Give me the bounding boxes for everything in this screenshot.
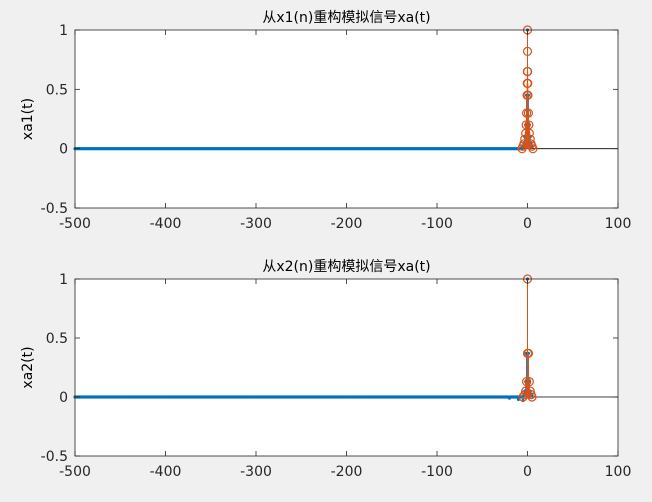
sample-marker — [522, 46, 533, 56]
sample-marker — [523, 90, 533, 100]
x-tick-label: 100 — [605, 464, 632, 480]
x-tick-label: -400 — [150, 464, 182, 480]
y-tick-label: -0.5 — [41, 449, 68, 465]
sample-marker — [527, 392, 537, 402]
x-tick-label: -100 — [421, 464, 453, 480]
y-tick-label: 1 — [59, 272, 68, 288]
chart-title: 从x1(n)重构模拟信号xa(t) — [262, 10, 430, 26]
x-tick-label: -500 — [59, 216, 91, 232]
x-tick-label: -200 — [331, 216, 363, 232]
sample-marker — [528, 144, 538, 154]
x-tick-label: -500 — [59, 464, 91, 480]
sample-marker — [523, 78, 533, 89]
sample-marker — [524, 377, 534, 387]
x-tick-label: -200 — [331, 464, 363, 480]
axes-1: -500 -400 -300 -200 -100 0 100 -0.5 0 0.5 1 从x1(n)重… — [20, 10, 631, 232]
sample-marker — [524, 128, 534, 138]
sample-marker — [518, 392, 528, 402]
sample-series — [517, 25, 538, 154]
x-tick-label: 100 — [605, 216, 632, 232]
sample-marker — [523, 66, 533, 77]
y-tick-label: 0 — [59, 142, 68, 158]
sample-marker — [521, 120, 531, 130]
x-tick-label: 0 — [523, 216, 532, 232]
y-tick-label: 0.5 — [46, 331, 68, 347]
sample-marker — [523, 348, 534, 358]
x-tick-label: -100 — [421, 216, 453, 232]
plot-area — [75, 30, 618, 208]
y-tick-label: 0.5 — [46, 82, 68, 98]
axes-2: -500 -400 -300 -200 -100 0 100 -0.5 0 0.5 1 从x2(n)重… — [20, 259, 631, 480]
y-tick-label: 1 — [59, 23, 68, 39]
sample-marker — [520, 134, 530, 144]
x-tick-label: -300 — [240, 464, 272, 480]
sample-marker — [523, 108, 534, 118]
sample-marker — [521, 377, 532, 387]
x-tick-label: -300 — [240, 216, 272, 232]
reconstructed-series — [73, 28, 534, 151]
y-axis-label: xa2(t) — [20, 346, 36, 388]
x-tick-label: -400 — [150, 216, 182, 232]
sample-marker — [519, 139, 529, 149]
chart-title: 从x2(n)重构模拟信号xa(t) — [262, 259, 430, 275]
plot-area — [75, 279, 618, 456]
sample-series — [518, 274, 537, 402]
sample-marker — [525, 386, 535, 396]
y-axis-label: xa1(t) — [20, 98, 36, 140]
y-tick-label: -0.5 — [41, 201, 68, 217]
y-tick-label: 0 — [59, 390, 68, 406]
x-tick-label: 0 — [523, 464, 532, 480]
